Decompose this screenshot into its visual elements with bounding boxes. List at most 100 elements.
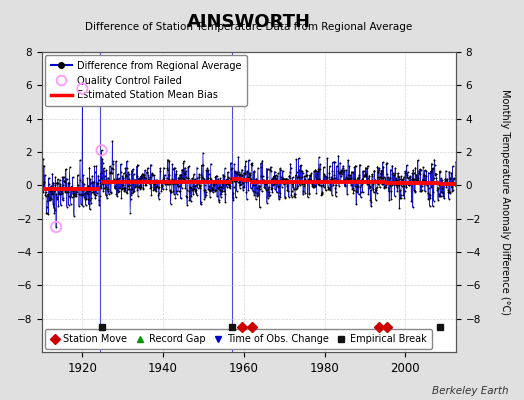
Point xyxy=(252,175,260,182)
Point xyxy=(102,167,111,174)
Point xyxy=(208,185,216,191)
Point xyxy=(231,168,239,175)
Point xyxy=(388,180,397,186)
Point xyxy=(258,173,267,179)
Point xyxy=(431,170,439,177)
Point xyxy=(280,194,289,200)
Point xyxy=(115,178,124,185)
Point xyxy=(116,178,124,185)
Point xyxy=(421,177,430,183)
Point xyxy=(207,176,215,182)
Point xyxy=(258,188,266,195)
Point xyxy=(64,180,72,186)
Point xyxy=(211,174,220,180)
Point xyxy=(261,180,270,186)
Point xyxy=(57,187,66,194)
Point xyxy=(419,175,427,182)
Point xyxy=(277,167,285,173)
Point xyxy=(120,188,128,194)
Point xyxy=(119,175,128,182)
Point xyxy=(315,166,324,172)
Point xyxy=(150,172,159,178)
Point xyxy=(259,177,267,183)
Point xyxy=(294,155,303,161)
Point xyxy=(430,156,439,163)
Point xyxy=(395,182,403,188)
Point xyxy=(294,174,303,180)
Point xyxy=(50,188,58,194)
Point xyxy=(148,172,156,178)
Point xyxy=(237,172,246,179)
Point xyxy=(165,158,173,164)
Point xyxy=(351,183,359,189)
Point xyxy=(430,198,438,204)
Point xyxy=(441,178,450,184)
Point xyxy=(151,184,160,190)
Point xyxy=(295,167,303,173)
Point xyxy=(310,183,318,189)
Point xyxy=(443,180,451,187)
Point xyxy=(348,185,356,192)
Point xyxy=(81,190,90,196)
Point xyxy=(145,180,154,186)
Point xyxy=(187,198,195,204)
Point xyxy=(266,191,274,198)
Point xyxy=(94,172,102,179)
Point xyxy=(378,168,386,174)
Point xyxy=(436,169,444,176)
Point xyxy=(343,190,351,197)
Point xyxy=(233,171,242,177)
Point xyxy=(278,176,286,182)
Point xyxy=(75,184,84,191)
Point xyxy=(69,188,78,194)
Point xyxy=(184,175,193,181)
Point xyxy=(210,182,219,188)
Point xyxy=(409,167,417,173)
Point xyxy=(425,202,434,209)
Point xyxy=(150,179,159,185)
Point xyxy=(276,194,285,201)
Point xyxy=(79,172,87,178)
Point xyxy=(47,187,55,194)
Point xyxy=(274,183,282,189)
Point xyxy=(100,168,108,174)
Point xyxy=(426,195,434,202)
Point xyxy=(414,175,422,181)
Point xyxy=(171,180,179,186)
Point xyxy=(355,178,364,184)
Point xyxy=(126,209,134,216)
Point xyxy=(329,179,337,186)
Point xyxy=(205,183,213,189)
Point xyxy=(253,190,261,196)
Point xyxy=(190,171,198,178)
Point xyxy=(100,184,108,191)
Point xyxy=(363,181,372,188)
Point xyxy=(181,171,189,177)
Point xyxy=(445,189,454,196)
Point xyxy=(92,163,101,169)
Point xyxy=(332,189,340,195)
Point xyxy=(45,175,53,181)
Point xyxy=(159,186,167,192)
Point xyxy=(303,172,311,178)
Point xyxy=(63,185,72,191)
Point xyxy=(275,177,283,184)
Point xyxy=(384,178,392,184)
Point xyxy=(219,185,227,191)
Point xyxy=(300,176,309,182)
Point xyxy=(257,160,265,166)
Point xyxy=(69,190,78,197)
Point xyxy=(414,177,423,183)
Point xyxy=(429,165,437,171)
Point xyxy=(301,178,310,184)
Point xyxy=(84,201,93,208)
Point xyxy=(180,176,188,182)
Point xyxy=(214,185,222,191)
Point xyxy=(259,177,268,183)
Point xyxy=(217,188,226,194)
Point xyxy=(248,178,257,185)
Point xyxy=(246,170,254,176)
Point xyxy=(396,176,404,182)
Point xyxy=(135,176,143,182)
Point xyxy=(172,191,181,197)
